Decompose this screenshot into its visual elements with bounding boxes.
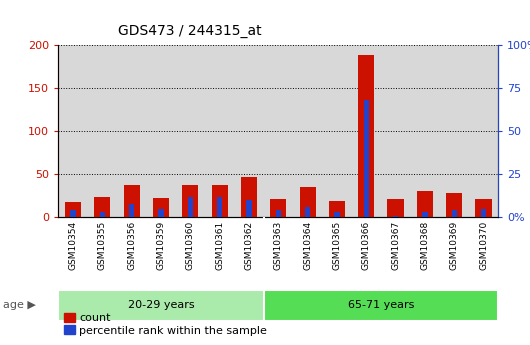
Bar xyxy=(246,200,252,217)
Bar xyxy=(211,185,228,217)
Text: 20-29 years: 20-29 years xyxy=(128,300,195,310)
Text: GSM10368: GSM10368 xyxy=(420,221,429,270)
Bar xyxy=(387,199,404,217)
Bar xyxy=(329,201,345,217)
Bar xyxy=(276,210,281,217)
Text: GSM10354: GSM10354 xyxy=(68,221,77,270)
Bar xyxy=(217,197,222,217)
Bar xyxy=(94,197,110,217)
Bar xyxy=(417,191,433,217)
Text: GSM10364: GSM10364 xyxy=(303,221,312,270)
Bar xyxy=(70,210,76,217)
Text: 65-71 years: 65-71 years xyxy=(348,300,414,310)
Bar xyxy=(299,187,316,217)
Text: GSM10370: GSM10370 xyxy=(479,221,488,270)
Text: age ▶: age ▶ xyxy=(3,300,36,310)
Bar xyxy=(241,177,257,217)
Bar xyxy=(153,197,169,217)
Bar xyxy=(475,199,492,217)
Bar xyxy=(270,199,286,217)
Bar xyxy=(263,290,498,321)
Bar xyxy=(334,212,340,217)
Text: GSM10361: GSM10361 xyxy=(215,221,224,270)
Bar xyxy=(100,212,105,217)
Legend: count, percentile rank within the sample: count, percentile rank within the sample xyxy=(64,313,267,336)
Text: GDS473 / 244315_at: GDS473 / 244315_at xyxy=(119,24,262,38)
Text: GSM10366: GSM10366 xyxy=(362,221,370,270)
Bar xyxy=(158,209,164,217)
Text: GSM10367: GSM10367 xyxy=(391,221,400,270)
Text: GSM10356: GSM10356 xyxy=(127,221,136,270)
Text: GSM10369: GSM10369 xyxy=(450,221,458,270)
Bar xyxy=(364,100,369,217)
Bar xyxy=(188,197,193,217)
Bar xyxy=(58,290,263,321)
Text: GSM10359: GSM10359 xyxy=(156,221,165,270)
Bar xyxy=(305,207,310,217)
Bar xyxy=(129,204,134,217)
Bar xyxy=(65,202,81,217)
Bar xyxy=(481,209,486,217)
Bar xyxy=(446,193,462,217)
Text: GSM10360: GSM10360 xyxy=(186,221,195,270)
Bar xyxy=(358,55,374,217)
Text: GSM10355: GSM10355 xyxy=(98,221,107,270)
Text: GSM10365: GSM10365 xyxy=(332,221,341,270)
Bar xyxy=(123,185,140,217)
Bar xyxy=(422,212,428,217)
Text: GSM10362: GSM10362 xyxy=(244,221,253,270)
Bar xyxy=(452,210,457,217)
Bar xyxy=(182,186,198,217)
Text: GSM10363: GSM10363 xyxy=(274,221,282,270)
Bar xyxy=(393,216,398,217)
